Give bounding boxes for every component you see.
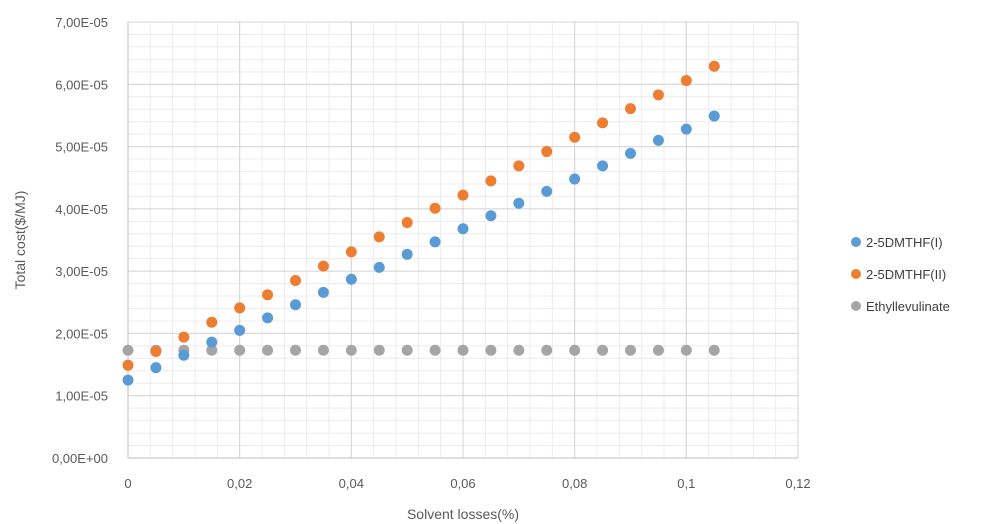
data-point xyxy=(597,160,609,172)
data-point xyxy=(206,344,218,356)
legend-label: 2-5DMTHF(I) xyxy=(866,235,943,250)
data-point xyxy=(680,75,692,87)
data-point xyxy=(597,344,609,356)
data-point xyxy=(457,189,469,201)
y-tick-label: 6,00E-05 xyxy=(55,77,108,92)
data-point xyxy=(485,175,497,187)
data-point xyxy=(625,103,636,115)
legend-marker xyxy=(851,237,861,247)
data-point xyxy=(373,261,385,273)
data-point xyxy=(429,344,441,356)
data-point xyxy=(513,197,525,209)
data-point xyxy=(262,289,274,301)
data-point xyxy=(513,160,525,172)
data-point xyxy=(625,344,636,356)
data-point xyxy=(290,344,301,356)
data-point xyxy=(234,344,246,356)
data-point xyxy=(569,344,581,356)
data-point xyxy=(541,344,553,356)
y-tick-label: 7,00E-05 xyxy=(55,15,108,30)
y-tick-label: 1,00E-05 xyxy=(55,389,108,404)
data-point xyxy=(317,260,329,272)
data-point xyxy=(178,349,190,361)
data-point xyxy=(262,312,274,324)
data-point xyxy=(429,202,441,214)
data-point xyxy=(178,331,190,343)
data-point xyxy=(401,248,413,260)
x-axis-tick-labels: 0 0,02 0,04 0,06 0,08 0,1 0,12 xyxy=(124,476,810,491)
y-tick-label: 0,00E+00 xyxy=(52,451,108,466)
x-tick-label: 0,12 xyxy=(785,476,810,491)
legend-label: 2-5DMTHF(II) xyxy=(866,267,946,282)
x-tick-label: 0,08 xyxy=(562,476,587,491)
data-point xyxy=(317,344,329,356)
data-point xyxy=(401,217,413,229)
data-point xyxy=(150,362,162,374)
legend[interactable]: 2-5DMTHF(I) 2-5DMTHF(II) Ethyllevulinate xyxy=(851,235,950,314)
data-point xyxy=(345,246,357,258)
y-tick-label: 3,00E-05 xyxy=(55,264,108,279)
data-point xyxy=(485,344,497,356)
data-point xyxy=(569,173,581,185)
data-point xyxy=(345,344,357,356)
data-point xyxy=(122,359,134,371)
data-point xyxy=(708,60,720,72)
y-tick-label: 2,00E-05 xyxy=(55,326,108,341)
data-point xyxy=(625,147,636,159)
x-tick-label: 0,02 xyxy=(227,476,252,491)
data-point xyxy=(290,299,301,311)
y-axis-tick-labels: 0,00E+00 1,00E-05 2,00E-05 3,00E-05 4,00E-05… xyxy=(52,15,108,466)
data-point xyxy=(708,344,720,356)
legend-item[interactable]: 2-5DMTHF(II) xyxy=(851,267,946,282)
data-point xyxy=(541,146,553,158)
data-point xyxy=(234,302,246,314)
data-point xyxy=(652,134,664,146)
legend-marker xyxy=(851,301,861,311)
data-point xyxy=(513,344,525,356)
data-point xyxy=(708,110,720,122)
data-point xyxy=(150,345,162,357)
x-tick-label: 0,04 xyxy=(339,476,364,491)
data-point xyxy=(652,344,664,356)
data-point xyxy=(206,336,218,348)
x-axis-title: Solvent losses(%) xyxy=(407,506,519,522)
data-point xyxy=(373,231,385,243)
data-point xyxy=(373,344,385,356)
data-point xyxy=(317,286,329,298)
data-point xyxy=(569,131,581,143)
data-points xyxy=(122,60,720,386)
data-point xyxy=(680,123,692,135)
data-point xyxy=(206,316,218,328)
data-point xyxy=(597,117,609,129)
legend-item[interactable]: 2-5DMTHF(I) xyxy=(851,235,943,250)
data-point xyxy=(652,89,664,101)
x-tick-label: 0 xyxy=(124,476,131,491)
data-point xyxy=(345,273,357,285)
data-point xyxy=(234,324,246,336)
legend-marker xyxy=(851,269,861,279)
x-tick-label: 0,1 xyxy=(677,476,695,491)
y-tick-label: 4,00E-05 xyxy=(55,202,108,217)
y-tick-label: 5,00E-05 xyxy=(55,140,108,155)
data-point xyxy=(429,236,441,248)
data-point xyxy=(290,274,301,286)
data-point xyxy=(122,344,134,356)
y-axis-title: Total cost($/MJ) xyxy=(12,191,28,290)
data-point xyxy=(401,344,413,356)
data-point xyxy=(485,210,497,222)
data-point xyxy=(541,185,553,197)
data-point xyxy=(680,344,692,356)
legend-item[interactable]: Ethyllevulinate xyxy=(851,299,950,314)
x-tick-label: 0,06 xyxy=(450,476,475,491)
data-point xyxy=(262,344,274,356)
data-point xyxy=(457,223,469,235)
data-point xyxy=(122,374,134,386)
data-point xyxy=(457,344,469,356)
legend-label: Ethyllevulinate xyxy=(866,299,950,314)
